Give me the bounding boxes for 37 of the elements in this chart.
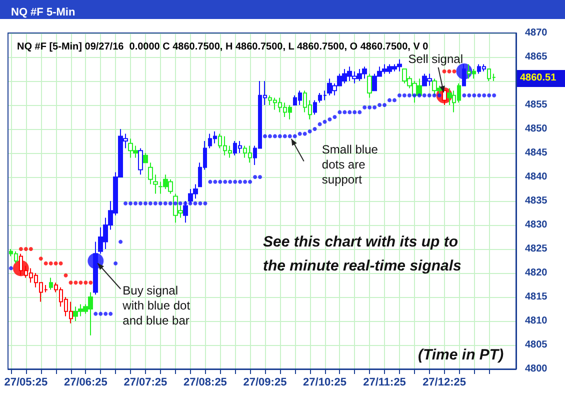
annotation: Small blue dots are support xyxy=(322,142,378,187)
y-tick-label: 4830 xyxy=(525,220,548,230)
y-tick-label: 4865 xyxy=(525,52,548,62)
y-tick-label: 4815 xyxy=(525,292,548,302)
candlestick xyxy=(153,174,158,194)
candlestick xyxy=(367,73,372,98)
x-tick-label: 27/08:25 xyxy=(184,376,227,388)
y-tick-label: 4820 xyxy=(525,268,548,278)
x-tick-label: 27/11:25 xyxy=(363,376,406,388)
chart-title: NQ #F 5-Min xyxy=(11,6,76,18)
y-tick-label: 4870 xyxy=(525,28,548,38)
y-tick-label: 4840 xyxy=(525,172,548,182)
annotation: Buy signal with blue dot and blue bar xyxy=(122,284,191,328)
x-tick-label: 27/07:25 xyxy=(124,376,168,388)
candlestick xyxy=(138,148,143,176)
candlestick xyxy=(49,277,53,290)
x-tick-label: 27/09:25 xyxy=(243,376,287,388)
annotation: Sell signal xyxy=(408,52,463,66)
y-tick-label: 4805 xyxy=(525,340,548,350)
y-tick-label: 4845 xyxy=(525,148,548,158)
y-tick-label: 4850 xyxy=(525,124,548,134)
candlestick xyxy=(313,100,317,116)
annotation: (Time in PT) xyxy=(418,346,504,364)
x-tick-label: 27/06:25 xyxy=(64,376,108,388)
x-tick-label: 27/05:25 xyxy=(4,376,48,388)
y-tick-label: 4800 xyxy=(525,364,548,374)
annotation: See this chart with its up to the minute real-time signals xyxy=(263,234,462,274)
x-tick-label: 27/12:25 xyxy=(422,376,466,388)
candlestick xyxy=(143,152,148,164)
y-tick-label: 4825 xyxy=(525,244,548,254)
y-tick-label: 4855 xyxy=(525,100,548,110)
candlestick xyxy=(148,162,153,185)
y-tick-label: 4810 xyxy=(525,316,548,326)
text: 4860.51 xyxy=(520,72,557,84)
text: NQ #F [5-Min] 09/27/16 0.0000 C 4860.7500, H 4860.7500, L 4860.7500, O 4860.7500, V 0 xyxy=(17,42,429,52)
x-tick-label: 27/10:25 xyxy=(303,376,346,388)
y-tick-label: 4835 xyxy=(525,196,548,206)
